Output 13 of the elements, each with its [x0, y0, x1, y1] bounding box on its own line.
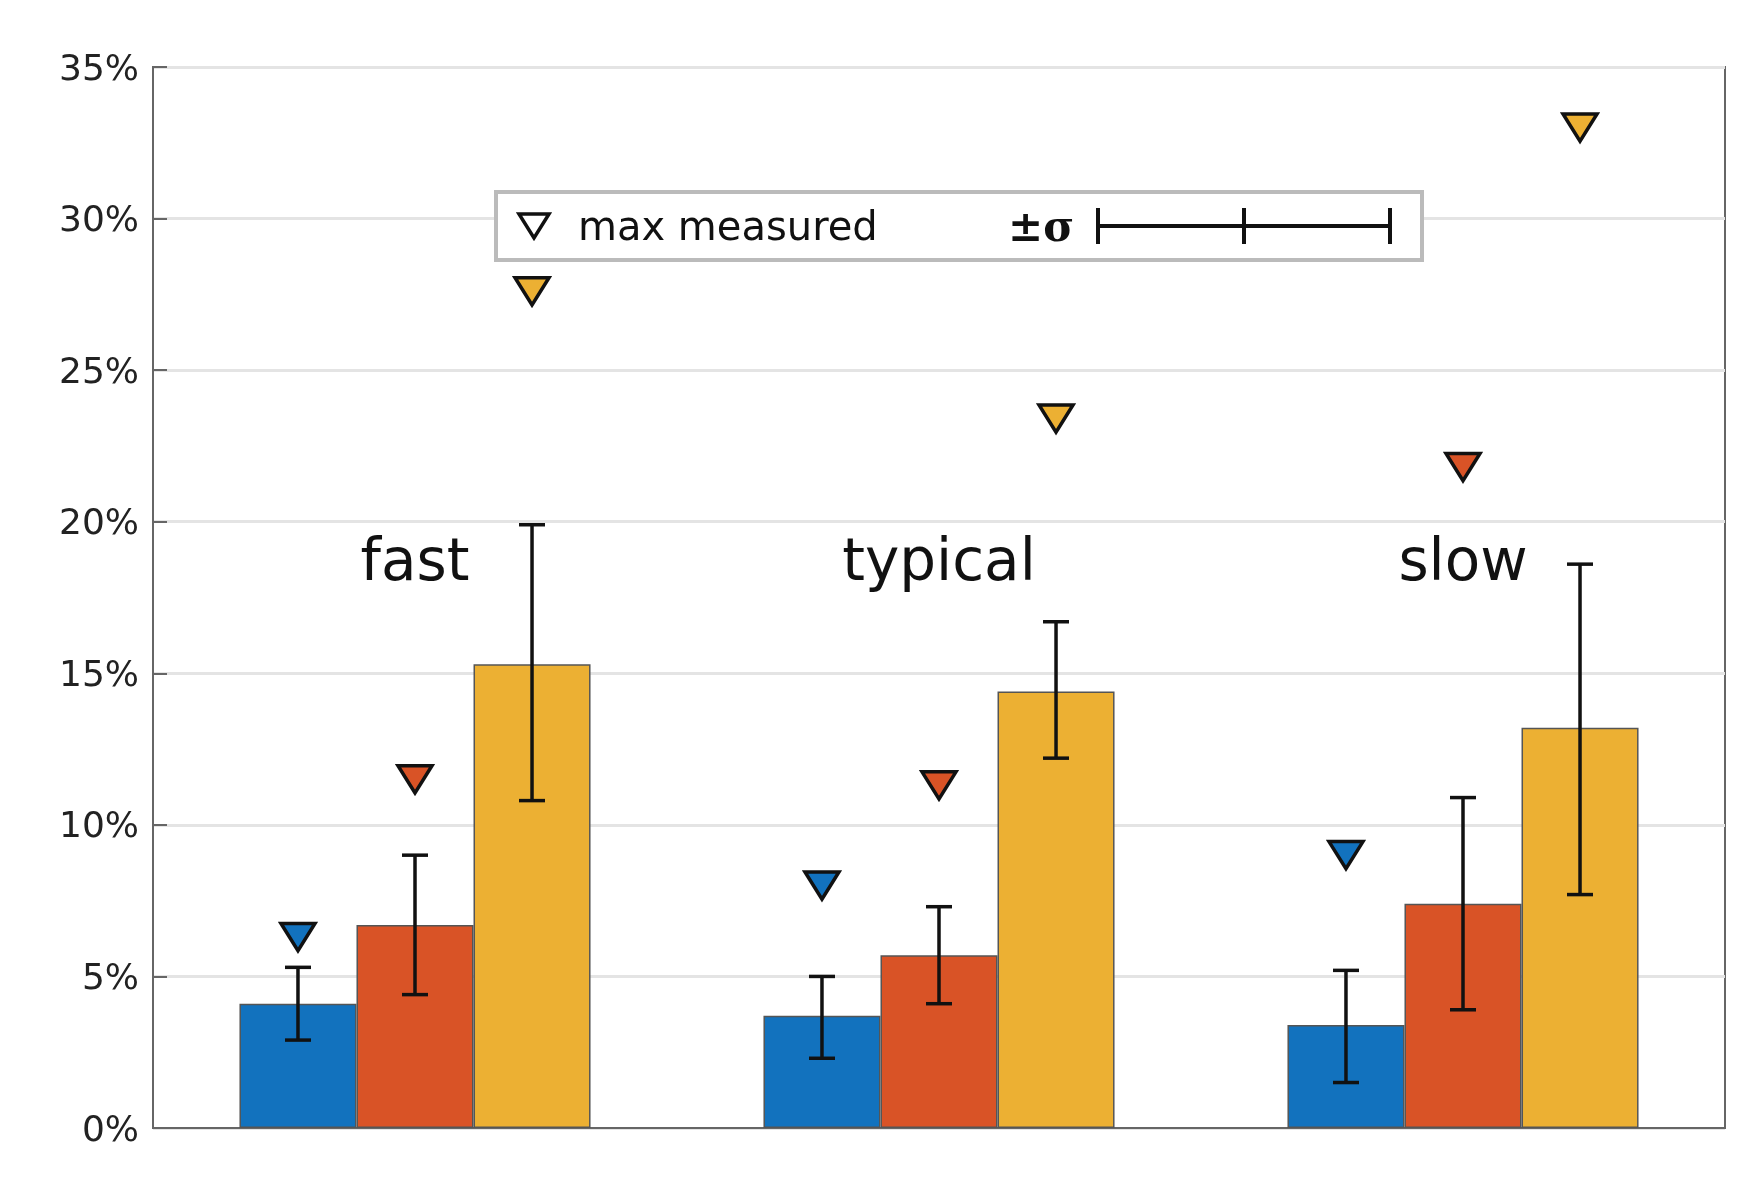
y-tick-label: 5% — [81, 955, 139, 997]
y-tick-label: 0% — [81, 1107, 139, 1149]
y-tick-label: 35% — [58, 46, 139, 88]
x-tick-label: typical — [842, 526, 1036, 595]
y-tick-label: 25% — [58, 349, 139, 391]
annotation: ±σ — [1008, 201, 1075, 251]
y-tick-label: 15% — [58, 652, 139, 694]
x-tick-label: slow — [1398, 526, 1528, 595]
y-tick-label: 10% — [58, 804, 139, 846]
x-tick-label: fast — [360, 526, 470, 595]
legend-label: max measured — [578, 203, 878, 249]
y-tick-label: 30% — [58, 198, 139, 240]
y-tick-label: 20% — [58, 501, 139, 543]
